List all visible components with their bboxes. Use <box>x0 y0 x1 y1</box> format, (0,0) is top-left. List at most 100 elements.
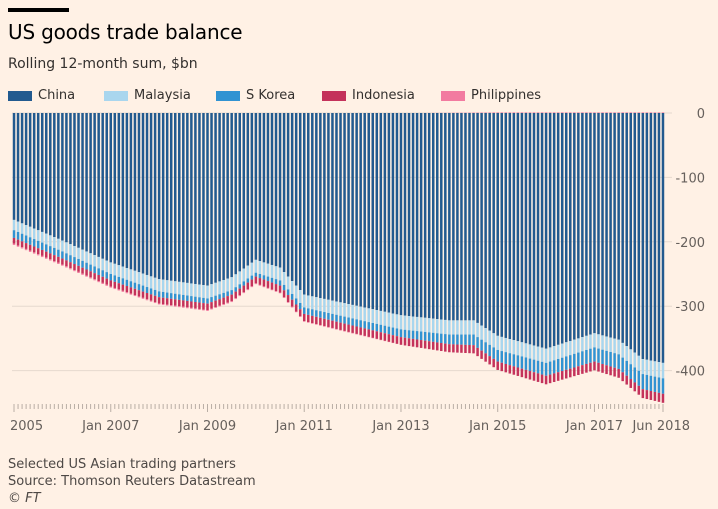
bar-segment-indonesia <box>520 368 524 378</box>
bar-segment-s-korea <box>307 308 310 315</box>
bar-segment-indonesia <box>178 299 181 307</box>
bar-segment-china <box>20 113 24 224</box>
bar-segment-indonesia <box>270 282 274 290</box>
bar-segment-s-korea <box>331 313 334 321</box>
stacked-bar-chart: 0 -100 -200 -300 -400 2005 Jan 2007 Jan 2009 Jan… <box>10 107 705 434</box>
bar-segment-indonesia <box>242 285 246 293</box>
bar-segment-malaysia <box>218 281 221 295</box>
bar-segment-china <box>552 113 556 347</box>
ft-top-rule <box>8 8 69 12</box>
bar-segment-philippines <box>121 290 125 292</box>
bar-segment-s-korea <box>653 376 657 392</box>
bar-segment-s-korea <box>641 374 645 390</box>
bar-segment-china <box>315 113 318 298</box>
bar-segment-s-korea <box>387 326 391 335</box>
bar-segment-china <box>327 113 330 300</box>
bar-segment-malaysia <box>12 219 16 231</box>
bar-segment-malaysia <box>125 267 129 280</box>
bar-segment-philippines <box>234 298 237 300</box>
bar-segment-malaysia <box>411 316 415 331</box>
bar-segment-s-korea <box>194 296 197 303</box>
bar-segment-indonesia <box>589 362 592 372</box>
bar-segment-indonesia <box>49 253 52 260</box>
bar-segment-china <box>355 113 358 306</box>
legend-swatch-malaysia <box>104 90 128 101</box>
bar-segment-malaysia <box>589 334 592 349</box>
bar-segment-s-korea <box>484 342 487 354</box>
bar-segment-malaysia <box>157 279 161 292</box>
bar-segment-philippines <box>149 300 153 302</box>
bar-segment-china <box>452 113 455 321</box>
bar-segment-indonesia <box>556 372 560 381</box>
bar-segment-malaysia <box>182 282 185 295</box>
bar-segment-indonesia <box>282 290 286 298</box>
bar-segment-s-korea <box>121 278 125 285</box>
bar-segment-s-korea <box>444 334 447 344</box>
bar-segment-china <box>294 113 298 286</box>
bar-segment-indonesia <box>629 379 632 388</box>
bar-segment-philippines <box>617 112 620 113</box>
bar-segment-s-korea <box>186 295 189 301</box>
bar-segment-china <box>343 113 346 304</box>
bar-segment-malaysia <box>210 284 213 298</box>
legend-label-china: China <box>38 88 76 103</box>
bar-segment-philippines <box>61 264 64 266</box>
bar-segment-china <box>427 113 431 319</box>
bar-segment-philippines <box>182 306 185 308</box>
bar-segment-s-korea <box>302 307 306 314</box>
bar-segment-china <box>399 113 403 316</box>
bar-segment-philippines <box>637 112 641 113</box>
bar-segment-china <box>653 113 657 362</box>
chart-title: US goods trade balance <box>8 20 243 44</box>
bar-segment-s-korea <box>157 291 161 298</box>
bar-segment-philippines <box>53 261 56 263</box>
bar-segment-malaysia <box>93 255 96 267</box>
bar-segment-indonesia <box>254 276 258 284</box>
bar-segment-indonesia <box>440 343 443 352</box>
bar-segment-malaysia <box>298 290 302 303</box>
bar-segment-s-korea <box>294 298 298 305</box>
bar-segment-s-korea <box>440 333 443 344</box>
bar-segment-malaysia <box>605 336 608 351</box>
bar-segment-malaysia <box>436 319 439 334</box>
bar-segment-indonesia <box>468 345 471 354</box>
bar-segment-s-korea <box>500 351 503 363</box>
bar-segment-china <box>560 113 564 344</box>
bar-segment-malaysia <box>258 261 262 274</box>
bar-segment-malaysia <box>383 311 387 326</box>
bar-segment-indonesia <box>383 333 387 341</box>
bar-segment-china <box>222 113 225 281</box>
bar-segment-china <box>214 113 217 283</box>
bar-segment-china <box>637 113 641 356</box>
bar-segment-s-korea <box>169 293 173 299</box>
bar-segment-s-korea <box>234 287 237 292</box>
bar-segment-china <box>331 113 334 301</box>
bar-segment-china <box>266 113 270 264</box>
bar-segment-china <box>157 113 161 280</box>
bar-segment-indonesia <box>637 385 641 395</box>
bar-segment-philippines <box>238 295 241 297</box>
bar-segment-indonesia <box>427 341 431 350</box>
bar-segment-philippines <box>569 112 572 113</box>
bar-segment-china <box>238 113 241 272</box>
bar-segment-malaysia <box>49 235 52 247</box>
bar-segment-malaysia <box>359 306 362 321</box>
bar-segment-indonesia <box>141 291 145 298</box>
x-tick-label: Jan 2007 <box>81 419 139 434</box>
bar-segment-indonesia <box>250 279 254 287</box>
bar-segment-indonesia <box>182 300 185 307</box>
bar-segment-malaysia <box>633 352 637 368</box>
bar-segment-indonesia <box>186 300 189 308</box>
bar-segment-philippines <box>331 327 334 329</box>
bar-segment-philippines <box>45 257 48 259</box>
bar-segment-china <box>375 113 379 311</box>
bar-segment-china <box>524 113 528 344</box>
bar-segment-china <box>589 113 592 335</box>
bar-segment-china <box>419 113 423 318</box>
bar-segment-philippines <box>645 112 649 113</box>
bar-segment-philippines <box>117 289 121 291</box>
bar-segment-indonesia <box>536 373 540 382</box>
bar-segment-indonesia <box>488 356 491 365</box>
bar-segment-indonesia <box>496 361 499 370</box>
bar-segment-malaysia <box>327 299 330 313</box>
